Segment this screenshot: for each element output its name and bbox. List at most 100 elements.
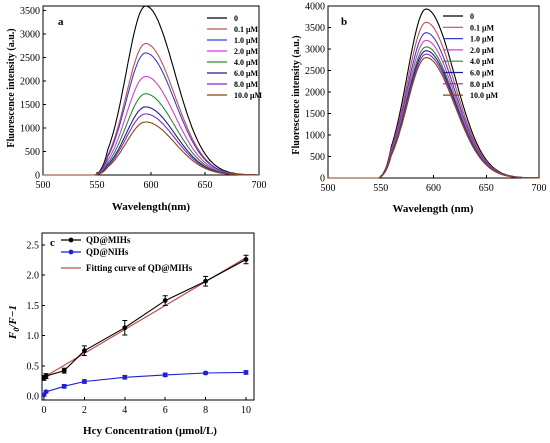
series-line	[328, 8, 539, 179]
series-line	[328, 57, 540, 179]
legend-label: QD@MIHs	[86, 235, 131, 245]
panel-c-xticks: 0 2 4 6 8 10	[42, 397, 251, 416]
series-line	[43, 121, 259, 176]
panel-a-xlabel: Wavelength(nm)	[112, 201, 191, 213]
series-line	[43, 52, 259, 176]
y-tick-label: 2500	[305, 66, 325, 77]
y-tick-label: 2500	[20, 53, 40, 64]
panel-b-frame	[327, 5, 540, 179]
panel-c-frame	[41, 232, 255, 401]
x-tick-label: 700	[252, 180, 267, 191]
legend-label: 10.0 μM	[234, 91, 263, 100]
x-tick-label: 600	[144, 180, 159, 191]
legend-marker	[68, 237, 74, 243]
data-point	[82, 348, 87, 354]
legend-label: 2.0 μM	[234, 47, 259, 56]
y-tick-label: 1500	[20, 100, 40, 111]
legend-label: 6.0 μM	[234, 69, 259, 78]
y-tick-label: 0	[320, 174, 325, 185]
y-tick-label: 3000	[20, 30, 40, 41]
x-tick-label: 550	[90, 180, 105, 191]
legend-label: 1.0 μM	[470, 35, 495, 44]
panel-a-ylabel: Fluorescence intensity (a.u.)	[6, 28, 17, 147]
x-tick-label: 500	[36, 180, 51, 191]
legend-marker	[68, 249, 74, 255]
data-point	[122, 325, 128, 331]
data-point	[82, 379, 87, 384]
y-tick-label: 2000	[305, 88, 325, 99]
legend-label: 1.0 μM	[234, 36, 259, 45]
data-point	[203, 370, 209, 376]
legend-label: 0	[234, 14, 238, 23]
y-tick-label: 0.0	[27, 392, 40, 403]
panel-a-yticks: 0 500 1000 1500 2000 2500 3000 3500	[20, 6, 46, 182]
data-point	[203, 278, 209, 284]
panel-b-legend: 0 0.1 μM 1.0 μM 2.0 μM 4.0 μM 6.0 μM 8.0 μM 10.…	[443, 12, 499, 100]
legend-label: 8.0 μM	[470, 80, 495, 89]
panel-a-frame	[42, 5, 260, 176]
x-tick-label: 700	[532, 183, 547, 194]
panel-b-ylabel: Fluorescence intensity (a.u.)	[291, 35, 302, 154]
data-point	[162, 298, 168, 303]
legend-label: 0.1 μM	[234, 25, 259, 34]
series-line	[43, 371, 247, 396]
data-point	[162, 372, 168, 378]
y-tick-label: 2.5	[27, 241, 40, 252]
x-tick-label: 500	[321, 183, 336, 194]
y-tick-label: 3500	[305, 23, 325, 34]
data-point	[243, 370, 249, 375]
series-line	[43, 5, 259, 176]
y-tick-label: 3000	[305, 45, 325, 56]
data-point	[61, 383, 67, 389]
legend-label: QD@NIHs	[86, 247, 129, 257]
panel-b-lines	[328, 8, 540, 179]
series-line	[43, 93, 259, 176]
x-tick-label: 10	[241, 405, 251, 416]
y-tick-label: 2000	[20, 77, 40, 88]
y-tick-label: 500	[25, 147, 40, 158]
panel-c-legend: QD@MIHs QD@NIHs Fitting curve of QD@MIHs	[61, 235, 193, 273]
legend-label: 0	[470, 12, 474, 21]
y-tick-label: 500	[310, 152, 325, 163]
legend-label: 10.0 μM	[470, 91, 499, 100]
x-tick-label: 650	[479, 183, 494, 194]
series-line	[328, 50, 540, 179]
y-tick-label: 1500	[305, 109, 325, 120]
x-tick-label: 600	[426, 183, 441, 194]
data-point	[43, 389, 49, 395]
data-point	[243, 257, 249, 262]
svg-text:F0/F−1: F0/F−1	[7, 305, 21, 340]
panel-c: c 0.0 0.5 1.0 1.5 2.0 2.5 0 2 4 6 8 10 QD@MIHs QD@N…	[7, 232, 255, 437]
y-tick-label: 1.5	[27, 301, 40, 312]
y-tick-label: 0	[35, 171, 40, 182]
panel-c-letter: c	[50, 237, 55, 249]
legend-label: 2.0 μM	[470, 46, 495, 55]
panel-b-yticks: 0 500 1000 1500 2000 2500 3000 3500 4000	[305, 2, 331, 185]
data-point	[61, 368, 67, 374]
panel-a-lines	[43, 5, 259, 176]
y-tick-label: 1.0	[27, 331, 40, 342]
y-tick-label: 1000	[20, 124, 40, 135]
x-tick-label: 8	[203, 405, 208, 416]
panel-b-xlabel: Wavelength (nm)	[393, 203, 474, 215]
series-line	[328, 53, 540, 179]
panel-c-series	[41, 254, 249, 398]
panel-c-xlabel: Hcy Concentration (μmol/L)	[83, 425, 217, 437]
series-line	[43, 259, 247, 379]
legend-label: Fitting curve of QD@MIHs	[86, 263, 193, 273]
y-tick-label: 0.5	[27, 361, 40, 372]
legend-label: 4.0 μM	[234, 58, 259, 67]
panel-a-letter: a	[58, 16, 64, 28]
x-tick-label: 550	[373, 183, 388, 194]
legend-label: 6.0 μM	[470, 69, 495, 78]
data-point	[43, 373, 49, 379]
legend-label: 4.0 μM	[470, 57, 495, 66]
y-tick-label: 1000	[305, 131, 325, 142]
legend-label: 8.0 μM	[234, 80, 259, 89]
series-line	[43, 75, 259, 176]
panel-b-letter: b	[341, 16, 347, 28]
x-tick-label: 6	[163, 405, 168, 416]
